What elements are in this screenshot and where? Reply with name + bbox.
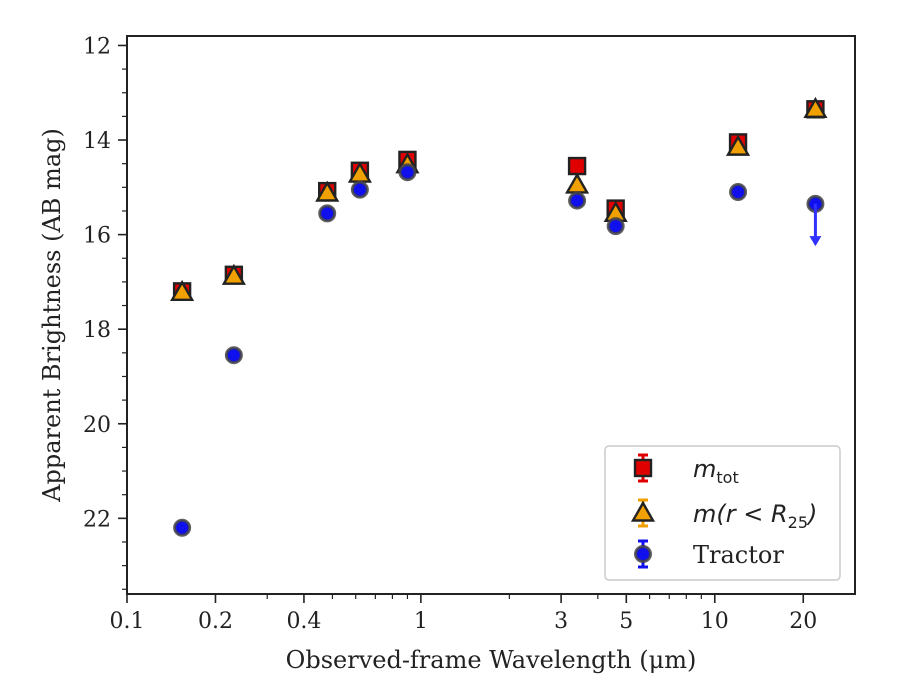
plot-layer [170, 96, 828, 537]
x-tick-label: 0.2 [198, 609, 233, 634]
legend-entry: Tractor [634, 539, 784, 569]
data-point [221, 263, 246, 285]
data-point [567, 156, 587, 176]
data-point [224, 346, 243, 365]
axes-layer: 0.1 0.2 0.4 1 3 5 10 20 12 14 16 18 20 22 Observed-fra… [38, 34, 856, 674]
legend-frame [604, 445, 841, 581]
y-tick-label: 22 [83, 507, 111, 532]
x-tick-label: 0.1 [110, 609, 145, 634]
series-triangle [170, 96, 828, 302]
data-point [173, 518, 192, 537]
data-point [606, 217, 625, 236]
x-tick-label: 5 [619, 609, 633, 634]
series-square [172, 100, 825, 301]
legend-marker [633, 458, 653, 478]
y-tick-label: 16 [83, 224, 111, 249]
upper-limit-arrow [809, 236, 822, 247]
data-point [315, 180, 340, 202]
data-point [725, 134, 751, 156]
data-point [803, 96, 828, 118]
plot-frame [126, 35, 856, 595]
y-tick-label: 12 [83, 34, 111, 59]
y-tick-label: 18 [83, 318, 111, 343]
legend-marker [630, 500, 656, 522]
data-point [565, 172, 590, 194]
legend-label: Tractor [693, 541, 784, 569]
data-point [350, 180, 369, 199]
y-tick-label: 20 [83, 413, 111, 438]
data-point [318, 204, 337, 223]
data-point [729, 183, 748, 202]
data-point [568, 191, 587, 210]
x-axis-label: Observed-frame Wavelength (μm) [286, 646, 697, 674]
data-point [170, 279, 195, 302]
y-axis-label: Apparent Brightness (AB mag) [38, 128, 66, 503]
data-point [398, 163, 417, 182]
x-tick-label: 3 [554, 609, 568, 634]
x-tick-label: 1 [414, 609, 428, 634]
x-tick-label: 0.4 [286, 609, 321, 634]
x-tick-label: 10 [701, 609, 729, 634]
x-tick-label: 20 [789, 609, 817, 634]
y-tick-label: 14 [83, 129, 111, 154]
series-circle [173, 163, 825, 537]
legend-marker [634, 545, 652, 563]
